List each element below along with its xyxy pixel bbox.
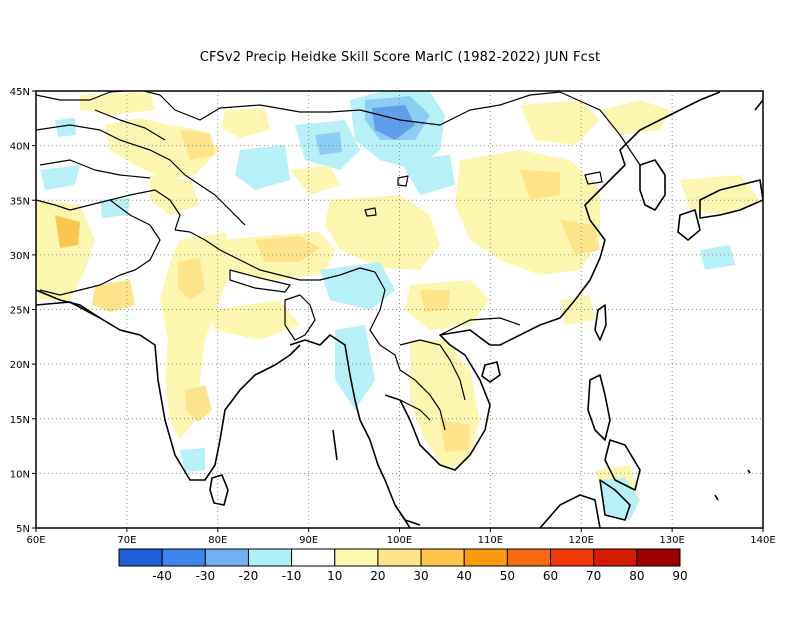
negative-skill-area [372, 105, 415, 140]
colorbar-label: 10 [327, 569, 342, 583]
colorbar-swatch [506, 548, 552, 567]
lon-tick-label: 60E [26, 535, 45, 546]
longitude-axis: 60E 70E 80E 90E 100E 110E 120E 130E 140E [26, 528, 776, 546]
lon-tick-label: 130E [659, 535, 684, 546]
negative-skill-area [55, 118, 76, 137]
lat-tick-label: 10N [10, 469, 30, 480]
positive-skill-area [420, 290, 450, 312]
colorbar-swatch [463, 548, 508, 567]
colorbar-swatch [550, 548, 595, 567]
colorbar-label: 60 [543, 569, 558, 583]
positive-skill-area [36, 200, 95, 300]
colorbar-swatch [377, 548, 422, 567]
positive-skill-area [92, 280, 135, 312]
positive-skill-area [55, 215, 80, 248]
colorbar-label: 90 [672, 569, 687, 583]
page-title: CFSv2 Precip Heidke Skill Score MarIC (1… [199, 50, 601, 65]
positive-skill-area [600, 100, 670, 135]
colorbar-label: 20 [370, 569, 385, 583]
positive-skill-area [680, 175, 760, 215]
colorbar-swatch [593, 548, 638, 567]
colorbar-label: 70 [586, 569, 601, 583]
negative-skill-area [100, 198, 130, 218]
lat-tick-label: 25N [10, 306, 30, 317]
negative-skill-area [40, 165, 80, 190]
positive-skill-area [440, 420, 470, 452]
colorbar-label: -20 [239, 569, 259, 583]
positive-skill-area [178, 258, 205, 300]
positive-skill-area [325, 195, 440, 270]
positive-skill-area [210, 300, 300, 340]
positive-skill-area [560, 295, 595, 325]
positive-skill-area [180, 130, 215, 160]
colorbar-label: 50 [500, 569, 515, 583]
graticule [36, 91, 763, 528]
negative-skill-area [180, 448, 205, 472]
positive-skill-area [255, 236, 320, 262]
coastlines [36, 91, 763, 528]
negative-skill-area [600, 478, 640, 520]
lat-tick-label: 30N [10, 251, 30, 262]
lat-tick-label: 35N [10, 196, 30, 207]
lat-tick-label: 15N [10, 415, 30, 426]
negative-skill-area [315, 132, 342, 155]
colorbar-swatch [204, 548, 249, 567]
lon-tick-label: 90E [299, 535, 318, 546]
colorbar-swatch [420, 548, 465, 567]
lon-tick-label: 100E [387, 535, 412, 546]
colorbar-label: 40 [457, 569, 472, 583]
positive-skill-area [560, 220, 600, 255]
colorbar-swatch [161, 548, 206, 567]
lon-tick-label: 120E [569, 535, 594, 546]
colorbar-label: -30 [196, 569, 216, 583]
positive-skill-area [520, 170, 560, 200]
positive-skill-area [222, 108, 270, 138]
colorbar-swatch [118, 548, 163, 567]
lon-tick-label: 110E [478, 535, 503, 546]
colorbar-label: -40 [152, 569, 172, 583]
colorbar-swatch [636, 548, 681, 567]
latitude-axis: 45N 40N 35N 30N 25N 20N 15N 10N 5N [10, 87, 36, 535]
lon-tick-label: 70E [117, 535, 136, 546]
lat-tick-label: 45N [10, 87, 30, 98]
positive-skill-area [185, 385, 212, 422]
colorbar-label: -10 [282, 569, 302, 583]
negative-skill-area [700, 245, 735, 270]
lon-tick-label: 80E [208, 535, 227, 546]
colorbar-swatch [247, 548, 293, 567]
negative-skill-area [400, 155, 455, 195]
skill-shading [36, 92, 760, 520]
lat-tick-label: 40N [10, 142, 30, 153]
lat-tick-label: 20N [10, 360, 30, 371]
colorbar-label: 80 [629, 569, 644, 583]
colorbar-label: 30 [413, 569, 428, 583]
positive-skill-area [455, 150, 600, 275]
lat-tick-label: 5N [16, 524, 30, 535]
lon-tick-label: 140E [750, 535, 775, 546]
colorbar-swatch [334, 548, 379, 567]
positive-skill-area [290, 165, 340, 195]
positive-skill-area [520, 100, 600, 145]
colorbar: -40 -30 -20 -10 10 20 30 40 50 60 70 80 90 [118, 548, 688, 583]
negative-skill-area [235, 145, 290, 190]
positive-skill-area [150, 175, 200, 215]
colorbar-swatch [291, 548, 336, 567]
positive-skill-area [80, 92, 155, 115]
